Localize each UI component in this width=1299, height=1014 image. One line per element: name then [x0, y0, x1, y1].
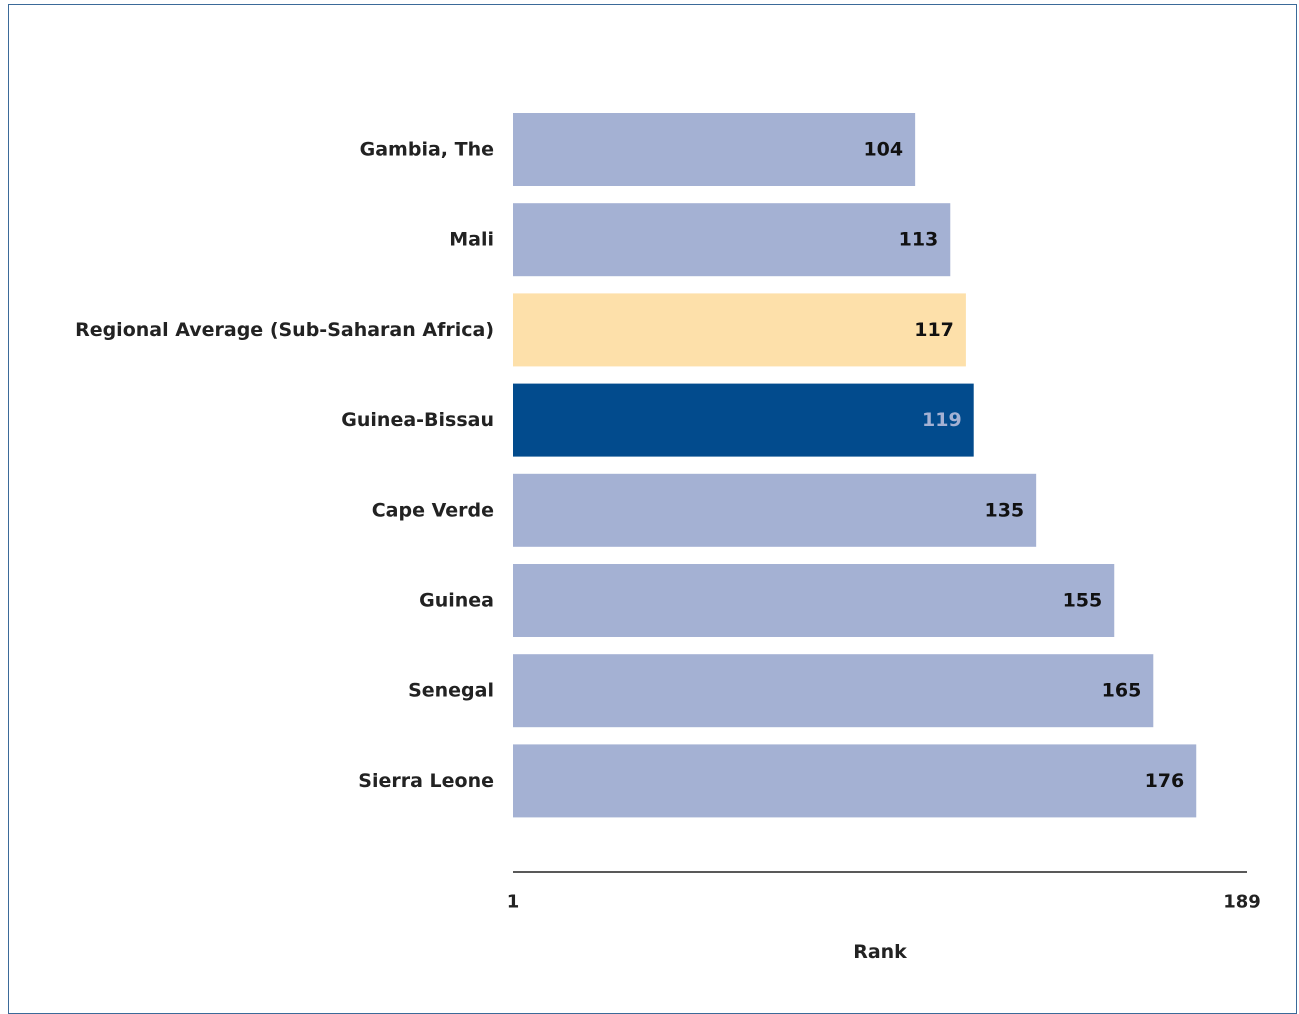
category-label: Gambia, The: [360, 139, 494, 161]
data-label: 104: [863, 139, 903, 161]
data-label: 176: [1145, 770, 1185, 792]
category-label: Guinea: [419, 590, 494, 612]
data-label: 135: [984, 499, 1024, 521]
data-label: 165: [1102, 680, 1142, 702]
value-labels-group: 104 113 117 119 135 155 165 176: [863, 139, 1184, 792]
data-label: 117: [914, 319, 954, 341]
bar: [513, 654, 1154, 728]
bar: [513, 203, 951, 277]
bar: [513, 293, 966, 367]
category-label: Senegal: [408, 680, 494, 702]
x-axis-title: Rank: [853, 941, 907, 963]
category-label: Cape Verde: [372, 499, 494, 521]
bar: [513, 383, 974, 457]
data-label: 155: [1063, 590, 1103, 612]
category-label: Regional Average (Sub-Saharan Africa): [75, 319, 494, 341]
data-label: 119: [922, 409, 962, 431]
bar: [513, 113, 916, 186]
x-tick-label-min: 1: [507, 892, 520, 913]
bars-group: [513, 113, 1197, 818]
category-label: Mali: [449, 229, 494, 251]
bar: [513, 744, 1197, 818]
category-label: Sierra Leone: [358, 770, 494, 792]
category-labels-group: Gambia, The Mali Regional Average (Sub-Sah…: [75, 139, 494, 792]
bar: [513, 564, 1115, 637]
x-tick-label-max: 189: [1223, 892, 1261, 913]
data-label: 113: [899, 229, 939, 251]
bar: [513, 473, 1037, 547]
category-label: Guinea-Bissau: [341, 409, 494, 431]
